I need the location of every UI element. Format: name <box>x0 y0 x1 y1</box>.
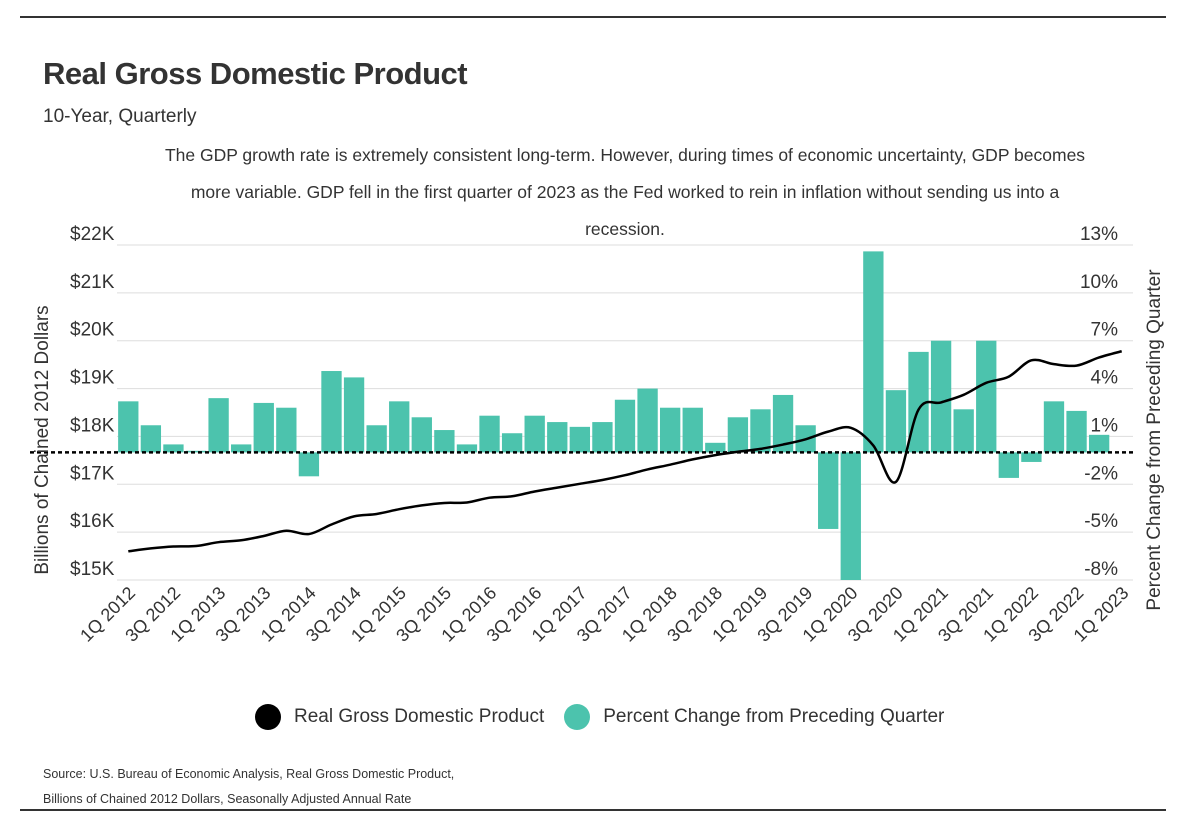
legend-swatch-percent-change <box>564 704 591 730</box>
bar <box>276 407 297 453</box>
y-left-tick-label: $17K <box>70 463 115 484</box>
bar <box>772 394 794 453</box>
bar <box>840 452 861 580</box>
bar <box>524 415 545 453</box>
y-right-tick-label: 1% <box>1091 415 1119 436</box>
legend-item-gdp: Real Gross Domestic Product <box>255 704 544 730</box>
bar <box>930 340 952 453</box>
y-left-tick-label: $15K <box>70 559 115 580</box>
bar <box>750 409 771 453</box>
y-left-tick-label: $20K <box>70 320 115 341</box>
legend-swatch-gdp <box>255 704 281 730</box>
bar <box>727 417 749 453</box>
y-left-tick-label: $18K <box>70 415 115 436</box>
bar <box>705 442 726 453</box>
bar <box>411 417 432 453</box>
bar <box>185 450 207 453</box>
y-right-tick-label: -8% <box>1084 559 1118 580</box>
y-right-tick-label: 7% <box>1091 320 1119 341</box>
y-left-tick-label: $22K <box>70 224 115 245</box>
bar <box>1043 401 1065 453</box>
bar <box>592 422 613 453</box>
bar <box>298 452 320 477</box>
bar <box>818 452 839 529</box>
bottom-rule <box>20 809 1166 811</box>
bar <box>118 401 139 453</box>
y-right-tick-label: 4% <box>1091 368 1119 389</box>
bar <box>885 390 907 453</box>
bar <box>614 399 636 453</box>
y-left-tick-label: $21K <box>70 272 115 293</box>
legend-label-percent-change: Percent Change from Preceding Quarter <box>603 706 945 727</box>
bar <box>231 444 252 453</box>
chart-subtitle: 10-Year, Quarterly <box>43 106 197 127</box>
bar <box>637 388 658 453</box>
bar <box>456 444 478 453</box>
y-right-axis-title: Percent Change from Preceding Quarter <box>1144 269 1165 611</box>
line-series <box>128 350 1123 553</box>
bar <box>501 433 523 453</box>
source-note: Source: U.S. Bureau of Economic Analysis… <box>43 762 454 812</box>
legend-item-percent-change: Percent Change from Preceding Quarter <box>564 704 944 730</box>
y-right-tick-label: 10% <box>1080 272 1118 293</box>
gdp-line <box>128 350 1123 553</box>
legend-label-gdp: Real Gross Domestic Product <box>294 706 545 727</box>
bar <box>208 398 229 453</box>
source-line-2: Billions of Chained 2012 Dollars, Season… <box>43 792 412 806</box>
bar <box>682 407 703 453</box>
top-rule <box>20 16 1166 18</box>
y-right-tick-label: -2% <box>1084 463 1118 484</box>
y-left-tick-label: $16K <box>70 511 115 532</box>
y-right-tick-label: 13% <box>1080 224 1118 245</box>
bar <box>659 407 681 453</box>
bar <box>366 425 387 453</box>
bar <box>163 444 184 453</box>
bar <box>389 401 410 453</box>
bar <box>953 409 974 453</box>
bar <box>479 415 500 453</box>
bar <box>998 452 1019 478</box>
bar <box>547 422 568 453</box>
bar <box>434 430 455 453</box>
chart-annotation: The GDP growth rate is extremely consist… <box>164 145 1086 239</box>
bar <box>1021 452 1042 462</box>
bar <box>1066 410 1087 453</box>
legend: Real Gross Domestic Product Percent Chan… <box>255 704 964 730</box>
bar <box>140 425 162 453</box>
chart-title: Real Gross Domestic Product <box>43 56 468 91</box>
y-left-axis-title: Billions of Chained 2012 Dollars <box>32 305 53 574</box>
bar-series <box>118 251 1110 580</box>
bar <box>976 340 997 453</box>
bar <box>343 377 365 453</box>
y-left-tick-label: $19K <box>70 368 115 389</box>
bar <box>863 251 884 453</box>
source-line-1: Source: U.S. Bureau of Economic Analysis… <box>43 767 455 781</box>
y-right-tick-label: -5% <box>1084 511 1118 532</box>
bar <box>253 402 274 453</box>
bar <box>1088 434 1110 453</box>
bar <box>321 371 342 453</box>
bar <box>569 426 591 453</box>
